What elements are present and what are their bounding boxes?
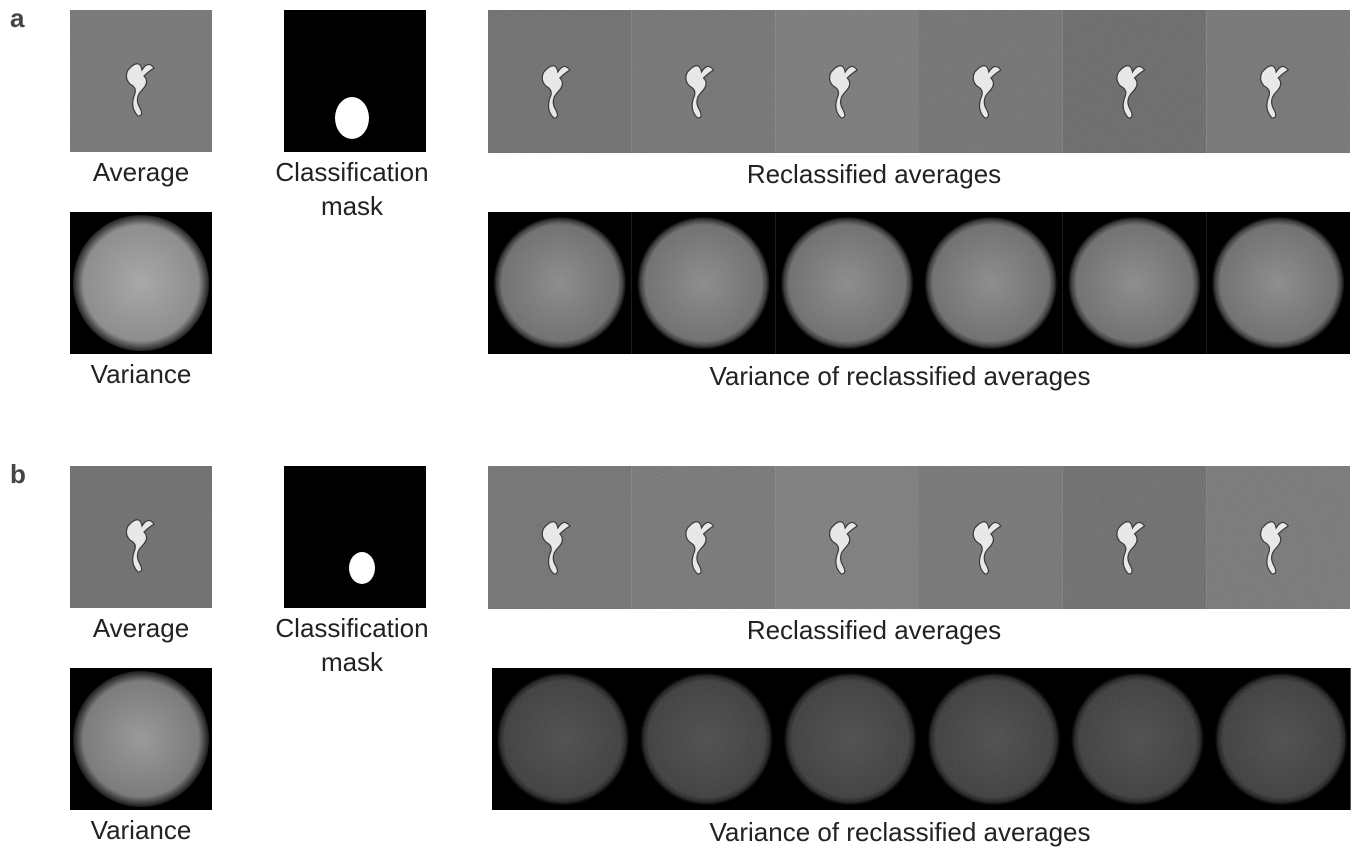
- panel-label: b: [10, 459, 26, 489]
- image-noise: [496, 219, 624, 347]
- figure: a Average Classification mask Variance Reclas…: [0, 0, 1355, 852]
- mask-label: Classification: [275, 157, 428, 187]
- image-noise: [930, 675, 1058, 803]
- mask-label: Classification: [275, 613, 428, 643]
- image-noise: [640, 219, 768, 347]
- variance-disc: [73, 671, 209, 807]
- reclassified-label: Reclassified averages: [747, 159, 1001, 189]
- mask-label: mask: [321, 191, 384, 221]
- reclassified-variance-label: Variance of reclassified averages: [709, 817, 1090, 847]
- mask-blob: [335, 97, 369, 139]
- image-noise: [927, 219, 1055, 347]
- mask-blob: [349, 552, 375, 584]
- image-noise: [1074, 675, 1202, 803]
- image-noise: [499, 675, 627, 803]
- variance-disc: [73, 215, 209, 351]
- reclassified-variance-label: Variance of reclassified averages: [709, 361, 1090, 391]
- panel-label: a: [10, 3, 25, 33]
- reclassified-label: Reclassified averages: [747, 615, 1001, 645]
- image-noise: [786, 675, 914, 803]
- average-label: Average: [93, 157, 189, 187]
- image-noise: [643, 675, 771, 803]
- mask-image: [284, 466, 426, 608]
- image-noise: [1217, 675, 1345, 803]
- average-label: Average: [93, 613, 189, 643]
- variance-label: Variance: [91, 815, 192, 845]
- image-noise: [1071, 219, 1199, 347]
- image-noise: [1214, 219, 1342, 347]
- variance-label: Variance: [91, 359, 192, 389]
- image-noise: [783, 219, 911, 347]
- mask-label: mask: [321, 647, 384, 677]
